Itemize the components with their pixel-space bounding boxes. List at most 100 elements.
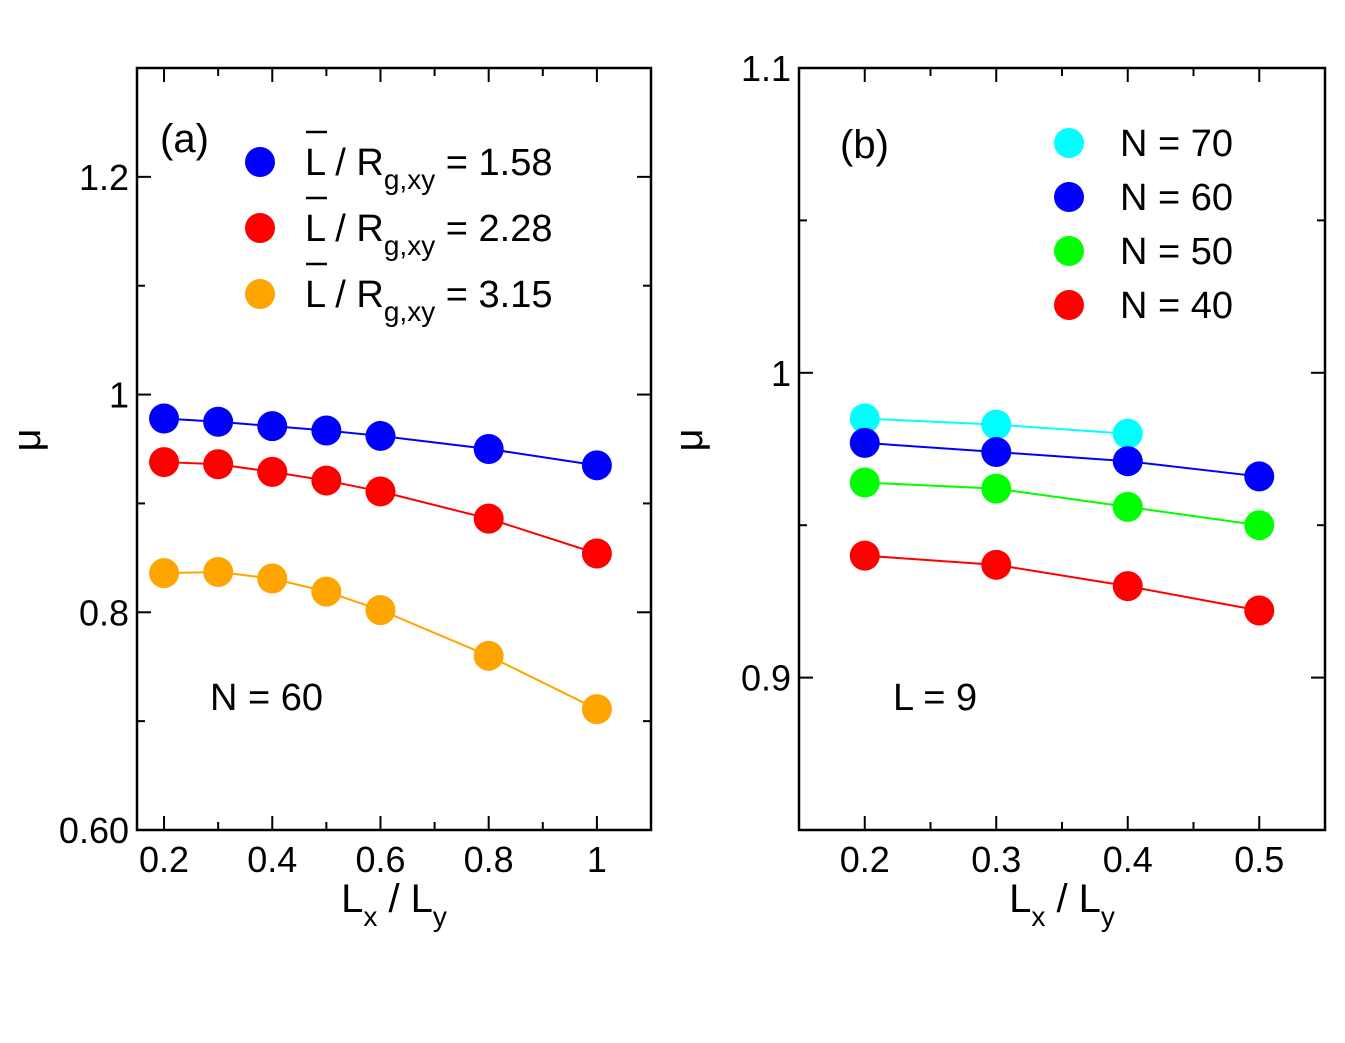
x-tick-label: 0.2 <box>139 839 189 880</box>
data-point <box>1112 571 1143 602</box>
legend-marker <box>1054 290 1084 320</box>
y-tick-label: 1.1 <box>741 48 791 89</box>
data-point <box>311 465 342 496</box>
data-point <box>203 449 234 480</box>
legend-label: L / Rg,xy = 2.28 <box>305 208 552 261</box>
series-line <box>164 461 598 555</box>
data-point <box>581 450 612 481</box>
x-tick-label: 0.3 <box>971 839 1021 880</box>
plot-frame <box>135 66 653 832</box>
x-tick-label: 0.5 <box>1234 839 1284 880</box>
y-tick-label: 0.8 <box>79 592 129 633</box>
legend-marker <box>1054 128 1084 158</box>
annotation-text: L = 9 <box>893 677 977 719</box>
legend-label-main: L / R <box>305 142 384 184</box>
legend-label: N = 60 <box>1120 177 1233 219</box>
legend-label-main: L / R <box>305 208 384 250</box>
x-axis-title-sub1: x <box>1031 901 1045 932</box>
data-point <box>849 427 880 458</box>
data-point <box>365 595 396 626</box>
x-axis-title: Lx / Ly <box>1009 877 1115 932</box>
data-point <box>149 403 180 434</box>
data-point <box>849 467 880 498</box>
legend-label-main: L / R <box>305 274 384 316</box>
data-point <box>257 411 288 442</box>
data-point <box>849 540 880 571</box>
legend-label: N = 40 <box>1120 285 1233 327</box>
data-point <box>203 406 234 437</box>
legend-label-value: = 2.28 <box>435 208 552 250</box>
data-point <box>149 447 180 478</box>
legend-label: L / Rg,xy = 1.58 <box>305 142 552 195</box>
y-tick-label: 1 <box>109 375 129 416</box>
legend-label: N = 70 <box>1120 123 1233 165</box>
legend-label: N = 50 <box>1120 231 1233 273</box>
legend-label-value: = 3.15 <box>435 274 552 316</box>
y-tick-label: 0.60 <box>59 810 129 851</box>
data-point <box>473 640 504 671</box>
data-point <box>365 476 396 507</box>
x-tick-label: 0.4 <box>1103 839 1153 880</box>
panel-a: 0.2 0.4 0.6 0.8 1 0.60 0.8 1 1.2 μ Lx / Ly (a) N = 6… <box>5 66 653 932</box>
data-point <box>981 549 1012 580</box>
y-axis-title: μ <box>5 428 49 451</box>
x-axis-title: Lx / Ly <box>341 877 447 932</box>
x-axis-title-sep: / L <box>1045 877 1101 921</box>
x-tick-label: 0.4 <box>247 839 297 880</box>
x-tick-label: 1 <box>587 839 607 880</box>
data-point <box>849 403 880 434</box>
data-point <box>581 694 612 725</box>
y-tick-label: 1 <box>771 353 791 394</box>
series-line <box>864 481 1260 527</box>
legend-marker <box>245 147 275 177</box>
x-tick-label: 0.8 <box>464 839 514 880</box>
data-point <box>311 415 342 446</box>
x-axis-title-sub2: y <box>1101 901 1115 932</box>
x-tick-label: 0.6 <box>355 839 405 880</box>
x-axis-title-main: L <box>341 877 363 921</box>
data-point <box>203 557 234 588</box>
data-point <box>365 420 396 451</box>
data-point <box>981 409 1012 440</box>
data-point <box>1112 418 1143 449</box>
x-axis-title-sep: / L <box>377 877 433 921</box>
legend-marker <box>245 213 275 243</box>
panel-label: (a) <box>160 117 209 161</box>
series-line <box>864 554 1260 612</box>
annotation-text: N = 60 <box>210 677 323 719</box>
data-point <box>149 558 180 589</box>
data-point <box>1244 510 1275 541</box>
series-line <box>864 441 1260 478</box>
legend-label-value: = 1.58 <box>435 142 552 184</box>
panel-b: 0.2 0.3 0.4 0.5 0.9 1 1.1 μ Lx / Ly (b) L = 9 N = 7… <box>667 48 1327 932</box>
data-point <box>473 503 504 534</box>
legend-label-sub: g,xy <box>384 296 435 327</box>
data-point <box>1244 595 1275 626</box>
data-point <box>257 456 288 487</box>
x-axis-title-sub1: x <box>363 901 377 932</box>
legend-label-sub: g,xy <box>384 230 435 261</box>
data-point <box>311 576 342 607</box>
panel-label: (b) <box>840 123 889 167</box>
legend-marker <box>245 279 275 309</box>
x-tick-label: 0.2 <box>840 839 890 880</box>
legend-label-sub: g,xy <box>384 164 435 195</box>
data-point <box>257 563 288 594</box>
data-point <box>473 434 504 464</box>
data-point <box>981 473 1012 504</box>
y-axis-title: μ <box>667 428 711 451</box>
data-point <box>1112 491 1143 522</box>
x-axis-title-main: L <box>1009 877 1031 921</box>
y-tick-label: 0.9 <box>741 658 791 699</box>
legend-marker <box>1054 236 1084 266</box>
legend-label: L / Rg,xy = 3.15 <box>305 274 552 327</box>
legend-marker <box>1054 182 1084 212</box>
data-point <box>581 538 612 569</box>
data-point <box>981 437 1012 468</box>
data-point <box>1244 461 1275 492</box>
y-tick-label: 1.2 <box>79 157 129 198</box>
x-axis-title-sub2: y <box>433 901 447 932</box>
data-point <box>1112 446 1143 477</box>
